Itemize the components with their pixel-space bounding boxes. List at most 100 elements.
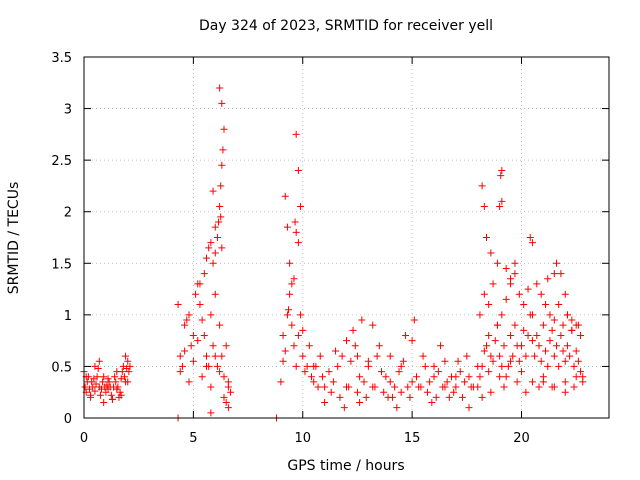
data-point: [474, 383, 482, 391]
y-tick-label: 1: [64, 309, 72, 324]
data-point: [548, 326, 556, 334]
data-point: [563, 342, 571, 350]
y-tick-label: 2: [64, 206, 72, 221]
data-point: [224, 378, 232, 386]
data-point: [496, 203, 504, 211]
data-point: [200, 270, 208, 278]
data-point: [114, 383, 122, 391]
data-point: [413, 373, 420, 381]
data-point: [397, 388, 405, 396]
data-point: [125, 368, 133, 376]
data-point: [507, 331, 515, 339]
data-point: [399, 357, 407, 365]
y-axis-title: SRMTID / TECUs: [6, 182, 22, 295]
data-point: [478, 182, 486, 190]
data-point: [332, 347, 340, 355]
data-point: [559, 347, 567, 355]
data-point: [220, 373, 228, 381]
data-point: [107, 391, 115, 399]
data-point: [428, 399, 436, 407]
data-point: [518, 368, 525, 376]
data-point: [303, 362, 311, 370]
data-point: [498, 362, 506, 370]
data-point: [292, 362, 300, 370]
data-point: [454, 357, 462, 365]
data-point: [456, 368, 464, 376]
data-point: [437, 342, 445, 350]
data-point: [572, 347, 580, 355]
data-point: [100, 373, 108, 381]
data-point: [445, 393, 453, 401]
data-point: [222, 399, 230, 407]
data-point: [386, 352, 394, 360]
data-point: [308, 373, 315, 381]
data-point: [176, 368, 184, 376]
data-point: [198, 316, 206, 324]
data-point: [465, 373, 473, 381]
data-point: [100, 399, 108, 407]
data-point: [408, 337, 416, 345]
data-point: [211, 290, 219, 298]
data-point: [369, 321, 377, 329]
data-point: [111, 373, 119, 381]
data-point: [297, 311, 305, 319]
data-point: [316, 352, 324, 360]
data-point: [533, 331, 541, 339]
data-point: [402, 331, 410, 339]
data-point: [561, 378, 569, 386]
data-point: [327, 388, 335, 396]
data-point: [537, 290, 545, 298]
data-point: [550, 352, 558, 360]
data-point: [286, 259, 294, 267]
data-point: [443, 378, 451, 386]
data-point: [502, 295, 510, 303]
data-point: [220, 393, 228, 401]
data-point: [112, 378, 120, 386]
data-point: [568, 316, 576, 324]
data-point: [310, 378, 318, 386]
data-point: [126, 362, 134, 370]
data-point: [574, 357, 582, 365]
data-point: [299, 352, 307, 360]
data-point: [415, 383, 423, 391]
y-tick-label: 0.5: [51, 360, 72, 375]
data-point: [502, 373, 510, 381]
data-point: [542, 301, 550, 309]
data-point: [526, 234, 534, 241]
data-point: [336, 393, 344, 401]
data-point: [397, 362, 405, 370]
data-point: [483, 342, 490, 350]
data-point: [371, 383, 379, 391]
data-point: [563, 311, 571, 319]
data-point: [211, 352, 219, 360]
y-tick-label: 2.5: [51, 154, 72, 169]
data-point: [96, 391, 104, 399]
data-point: [520, 301, 528, 309]
data-point: [291, 218, 299, 226]
data-point: [185, 378, 193, 386]
data-point: [434, 368, 442, 376]
data-point: [215, 218, 223, 226]
data-point: [485, 301, 493, 309]
points-layer: [80, 84, 587, 422]
data-point: [189, 357, 197, 365]
data-point: [500, 383, 508, 391]
data-point: [108, 395, 116, 403]
data-point: [207, 409, 215, 417]
data-point: [286, 290, 294, 298]
data-point: [496, 352, 504, 360]
data-point: [511, 321, 519, 329]
data-point: [487, 388, 495, 396]
data-point: [430, 373, 438, 381]
data-point: [124, 357, 132, 365]
data-point: [92, 380, 100, 388]
data-point: [572, 373, 580, 381]
data-point: [546, 337, 554, 345]
data-point: [224, 404, 232, 412]
data-point: [539, 321, 547, 329]
data-point: [362, 393, 370, 401]
data-point: [579, 378, 587, 386]
data-point: [518, 342, 525, 350]
data-point: [498, 166, 506, 174]
data-point: [474, 362, 482, 370]
